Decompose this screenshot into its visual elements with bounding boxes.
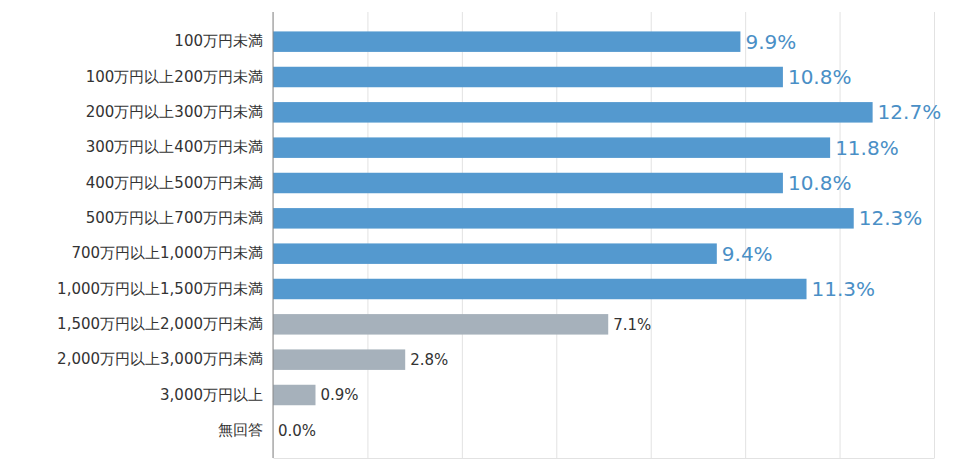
y-tick-label: 無回答: [218, 421, 263, 439]
chart: 100万円未満 100万円以上200万円未満 200万円以上300万円未満 300万円…: [0, 0, 960, 471]
y-tick-label: 300万円以上400万円未満: [86, 138, 263, 156]
data-label: 11.8%: [835, 136, 899, 160]
data-label: 12.7%: [878, 100, 942, 124]
y-tick-label: 3,000万円以上: [160, 386, 263, 404]
y-axis: 100万円未満 100万円以上200万円未満 200万円以上300万円未満 300万円…: [57, 12, 273, 458]
data-label: 10.8%: [788, 65, 852, 89]
y-tick: 200万円以上300万円未満: [86, 103, 273, 121]
data-label: 9.9%: [745, 30, 796, 54]
data-label: 7.1%: [613, 316, 651, 334]
y-tick: 500万円以上700万円未満: [86, 209, 273, 227]
x-tick: [934, 12, 935, 458]
y-tick: 2,000万円以上3,000万円未満: [57, 350, 273, 368]
bars: [273, 31, 873, 405]
y-tick-label: 1,500万円以上2,000万円未満: [57, 315, 263, 333]
y-axis-line: [273, 12, 274, 458]
y-tick-label: 500万円以上700万円未満: [86, 209, 263, 227]
y-tick: 700万円以上1,000万円未満: [71, 244, 273, 262]
bar: [273, 102, 873, 122]
bar: [273, 137, 830, 157]
bar: [273, 314, 608, 334]
x-axis: [274, 12, 935, 459]
x-axis-line: [274, 458, 935, 459]
y-tick: 1,000万円以上1,500万円未満: [57, 280, 273, 298]
y-tick: 1,500万円以上2,000万円未満: [57, 315, 273, 333]
y-tick-label: 2,000万円以上3,000万円未満: [57, 350, 263, 368]
y-tick: 100万円以上200万円未満: [86, 68, 273, 86]
data-label: 10.8%: [788, 171, 852, 195]
bar: [273, 279, 807, 299]
y-tick-label: 700万円以上1,000万円未満: [71, 244, 263, 262]
bar: [273, 385, 315, 405]
bar: [273, 67, 783, 87]
data-label: 11.3%: [812, 277, 876, 301]
y-tick-label: 1,000万円以上1,500万円未満: [57, 280, 263, 298]
bar: [273, 31, 740, 51]
data-label: 12.3%: [859, 206, 923, 230]
y-tick-label: 100万円以上200万円未満: [86, 68, 263, 86]
y-tick-label: 200万円以上300万円未満: [86, 103, 263, 121]
y-tick-label: 400万円以上500万円未満: [86, 174, 263, 192]
data-label: 0.9%: [320, 386, 358, 404]
bar: [273, 349, 405, 369]
data-labels: 9.9% 10.8% 12.7% 11.8% 10.8% 12.3% 9.4% 11.3% 7.…: [278, 30, 941, 440]
data-label: 0.0%: [278, 422, 316, 440]
bar: [273, 208, 854, 228]
y-tick: 100万円未満: [174, 32, 273, 50]
data-label: 2.8%: [410, 351, 448, 369]
y-tick-label: 100万円未満: [174, 32, 263, 50]
y-tick: 無回答: [218, 421, 273, 439]
grid-line: [934, 12, 935, 458]
bar: [273, 173, 783, 193]
y-tick: 300万円以上400万円未満: [86, 138, 273, 156]
bar: [273, 243, 717, 263]
y-tick: 400万円以上500万円未満: [86, 174, 273, 192]
data-label: 9.4%: [722, 242, 773, 266]
y-tick: 3,000万円以上: [160, 386, 273, 404]
